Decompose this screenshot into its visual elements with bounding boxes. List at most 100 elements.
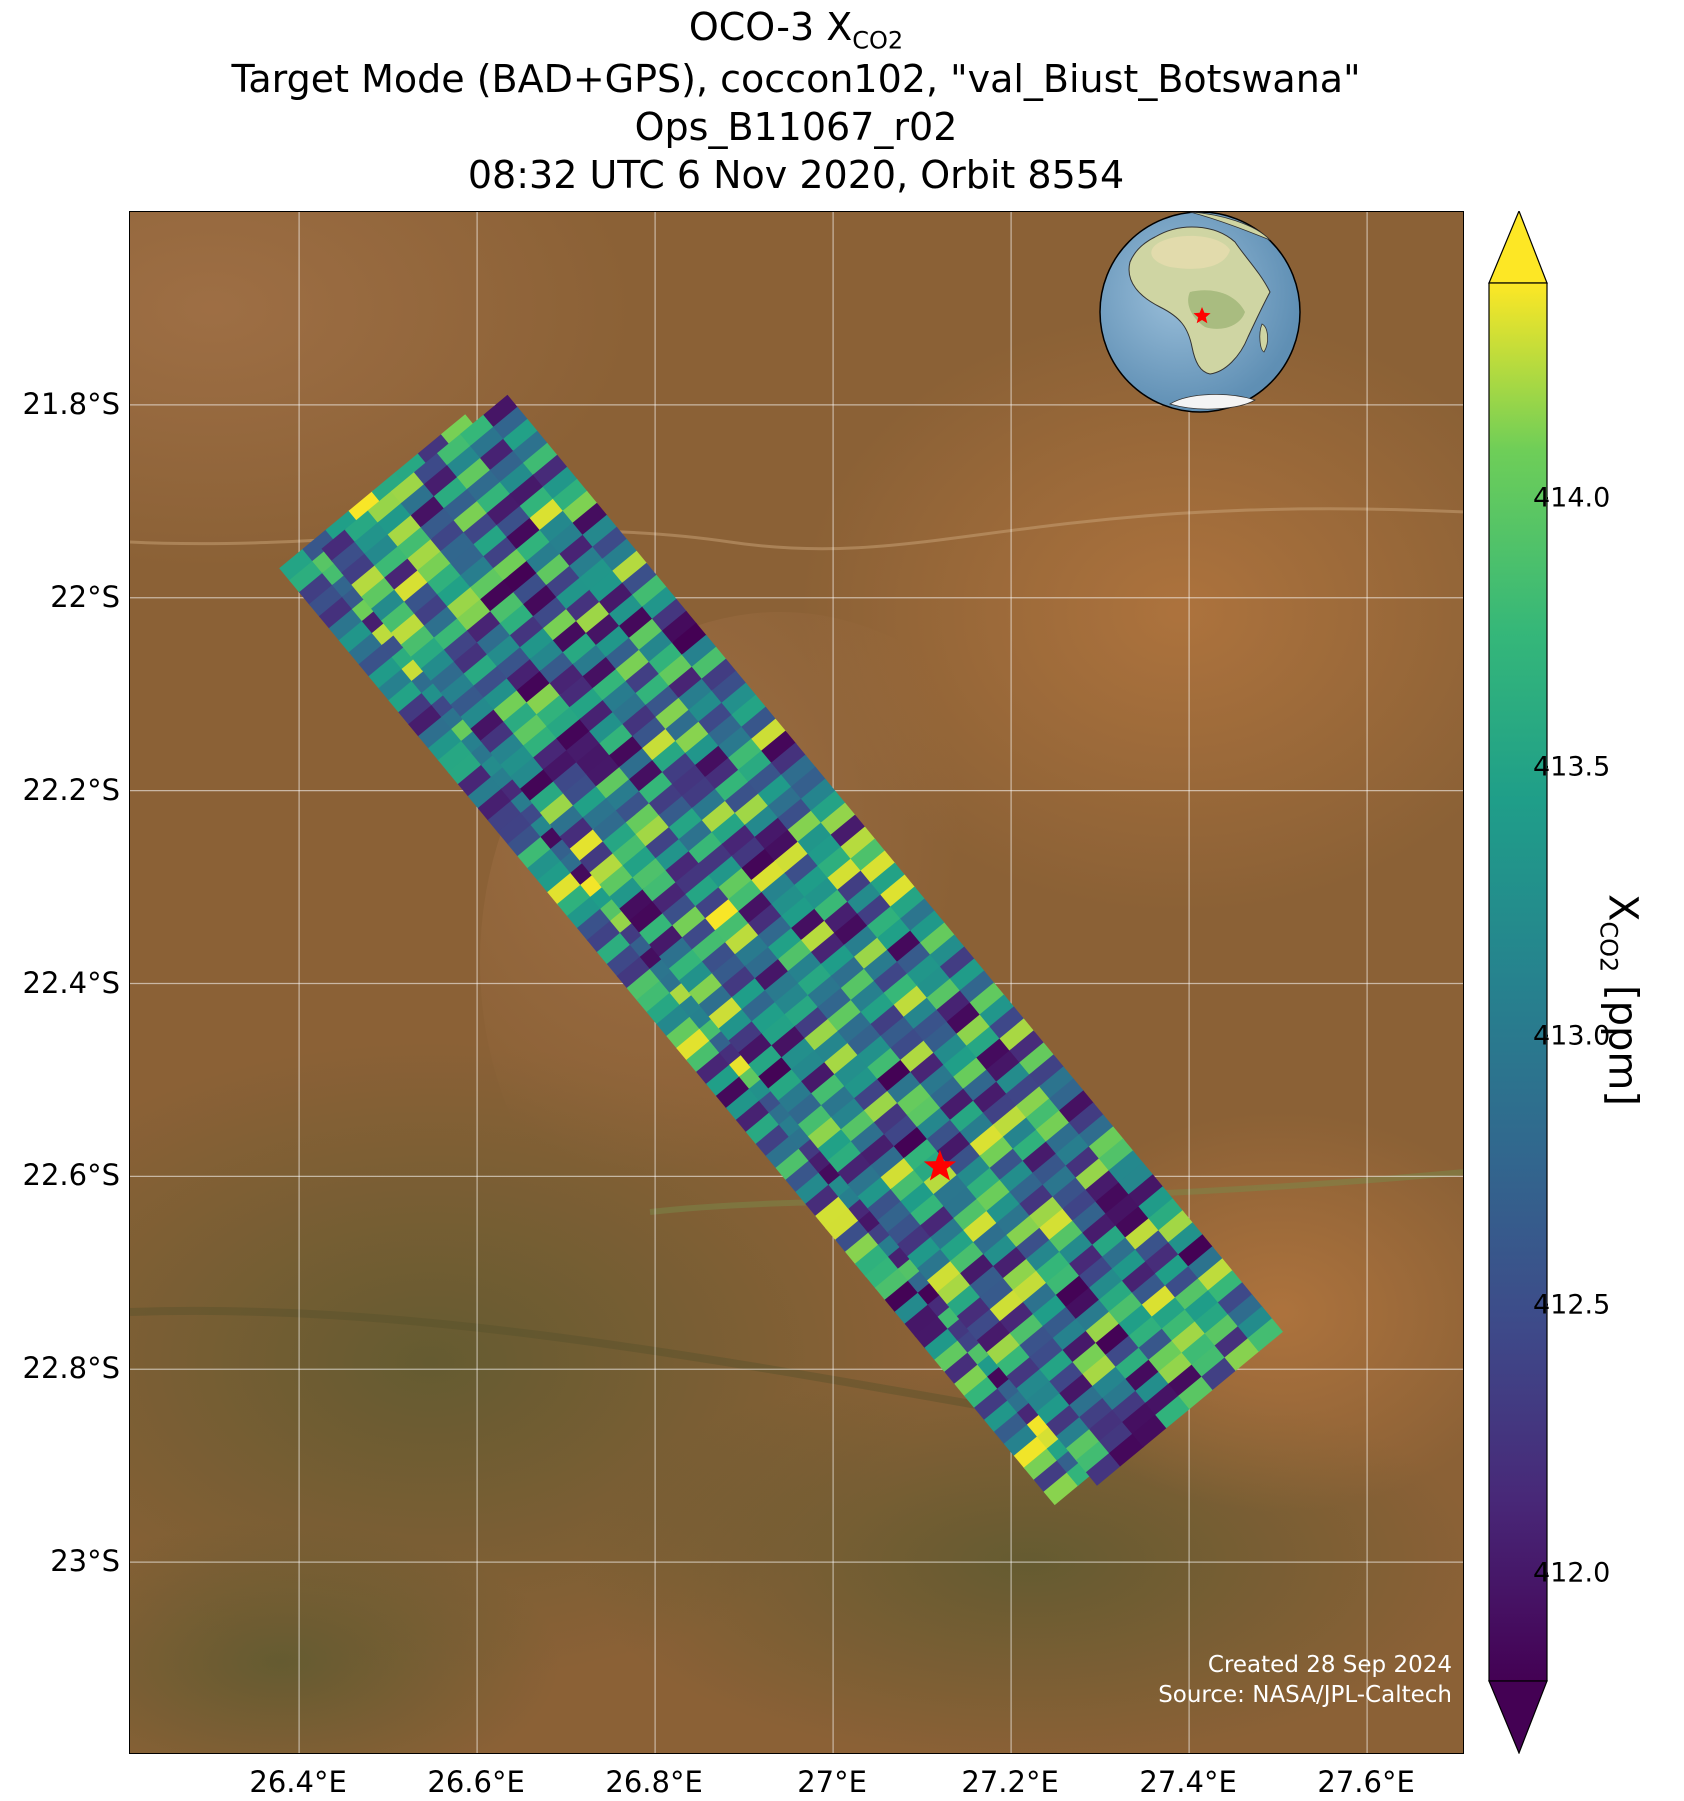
sounding-cell (1002, 1116, 1039, 1151)
sounding-cell (870, 862, 906, 896)
sounding-cell (751, 1001, 787, 1035)
sounding-cell (900, 898, 936, 932)
sounding-cell (516, 529, 552, 563)
sounding-cell (338, 620, 375, 654)
sounding-cell (480, 720, 516, 755)
sounding-cell (1036, 1250, 1072, 1285)
sounding-cell (685, 874, 721, 908)
map-panel[interactable] (129, 211, 1464, 1754)
sounding-cell (1049, 1078, 1085, 1112)
sounding-cell (1207, 1270, 1244, 1304)
sounding-cell (1099, 1421, 1135, 1455)
sounding-cell (387, 514, 423, 548)
sounding-cell (529, 639, 566, 673)
sounding-cell (887, 1071, 923, 1105)
sounding-cell (480, 437, 516, 472)
sounding-cell (579, 557, 615, 592)
sounding-cell (724, 780, 761, 815)
sounding-cell (676, 1027, 712, 1062)
sounding-cell (946, 1142, 983, 1177)
sounding-cell (692, 929, 728, 963)
sounding-cell (860, 1133, 897, 1167)
sounding-cell (721, 682, 757, 717)
sounding-cell (527, 848, 563, 882)
sounding-cell (645, 826, 681, 860)
sounding-cell (506, 658, 543, 692)
sounding-cell (348, 632, 384, 666)
sounding-cell (797, 963, 834, 997)
sounding-cell (450, 543, 486, 577)
sounding-cell (400, 624, 437, 659)
inset-globe (1099, 212, 1301, 413)
sounding-cell (827, 857, 863, 892)
sounding-cell (894, 1291, 930, 1326)
sounding-cell (466, 469, 503, 503)
sounding-cell (731, 977, 768, 1011)
sounding-cell (423, 464, 460, 498)
sounding-cell (974, 1387, 1010, 1422)
sounding-cell (1019, 1325, 1055, 1359)
sounding-cell (840, 1109, 877, 1143)
sounding-cell (939, 946, 976, 980)
sounding-cell (904, 1303, 940, 1338)
sounding-cell (509, 473, 546, 508)
sounding-cell (639, 771, 675, 805)
sounding-cell (1191, 1344, 1227, 1378)
sounding-cell (721, 824, 757, 858)
sounding-cell (547, 872, 583, 906)
sounding-cell (755, 1123, 791, 1158)
sounding-cell (695, 886, 731, 920)
sounding-cell (289, 560, 325, 594)
sounding-cell (1046, 1262, 1082, 1297)
sounding-cell (279, 548, 315, 582)
sounding-cell (1198, 1258, 1234, 1292)
sounding-cell (443, 629, 480, 663)
sounding-cell (413, 452, 450, 486)
sounding-cell (1145, 1382, 1181, 1417)
sounding-cell (996, 1344, 1032, 1378)
sounding-cell (817, 987, 854, 1021)
sounding-cell (907, 1095, 943, 1129)
sounding-cell (725, 1087, 762, 1122)
sounding-cell (989, 1289, 1026, 1323)
sounding-cell (526, 541, 562, 575)
sounding-cell (536, 694, 572, 728)
sounding-cell (893, 984, 930, 1019)
sounding-cell (1055, 1274, 1092, 1309)
sounding-cell (1194, 1301, 1231, 1335)
sounding-cell (959, 970, 996, 1004)
sounding-cell (420, 648, 457, 683)
sounding-cell (999, 1301, 1036, 1335)
sounding-cell (691, 788, 728, 822)
sounding-cell (1022, 1140, 1059, 1175)
sounding-cell (364, 533, 400, 568)
sounding-cell (596, 931, 633, 966)
sounding-cell (566, 730, 602, 764)
lat-tick-label: 22.4°S (22, 965, 120, 1000)
colorbar-lower-extend (1488, 1680, 1548, 1754)
sounding-cell (619, 605, 655, 640)
sounding-cell (1023, 1447, 1060, 1482)
sounding-cell (569, 545, 605, 580)
sounding-cell (850, 1121, 887, 1155)
sounding-cell (926, 977, 963, 1012)
sounding-cell (725, 922, 761, 956)
sounding-cell (628, 617, 665, 652)
sounding-cell (845, 1231, 881, 1266)
sounding-cell (900, 1181, 936, 1215)
lon-tick-label: 27.4°E (1139, 1765, 1237, 1799)
colorbar-tick-label: 413.0 (1533, 1020, 1611, 1052)
sounding-cell (860, 991, 896, 1026)
sounding-cell (989, 1006, 1025, 1040)
sounding-cell (457, 764, 494, 798)
sounding-cell (784, 852, 820, 887)
sounding-cell (910, 1051, 946, 1086)
sounding-cell (992, 1104, 1029, 1139)
sounding-cell (781, 895, 817, 930)
sounding-cell (721, 965, 758, 999)
sounding-cell (1155, 1253, 1191, 1287)
sounding-cell (831, 1097, 867, 1131)
sounding-cell (857, 1176, 893, 1210)
sounding-cell (649, 924, 685, 958)
sounding-cell (367, 490, 404, 524)
